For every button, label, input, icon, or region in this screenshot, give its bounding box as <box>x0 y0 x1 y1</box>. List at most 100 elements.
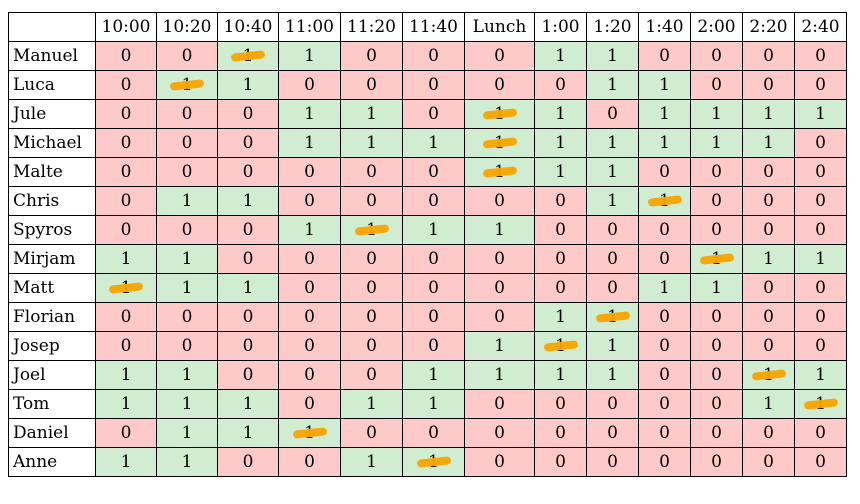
table-cell: 0 <box>95 157 157 187</box>
table-cell: 1 <box>278 215 341 245</box>
table-cell: 0 <box>340 157 403 187</box>
cell-value: 0 <box>304 307 315 327</box>
cell-value: 0 <box>711 394 722 414</box>
cell-value: 0 <box>555 423 566 443</box>
table-cell: 0 <box>534 186 587 216</box>
cell-value: 1 <box>659 278 670 298</box>
table-cell: 0 <box>402 41 465 71</box>
cell-value: 0 <box>763 307 774 327</box>
table-cell: 0 <box>690 389 743 419</box>
table-cell: 0 <box>217 302 279 332</box>
cell-value: 0 <box>711 307 722 327</box>
cell-value: 0 <box>120 423 132 443</box>
table-cell: 1 <box>402 447 465 477</box>
cell-value: 1 <box>242 394 254 414</box>
table-cell: 0 <box>95 186 157 216</box>
table-cell: 0 <box>794 273 847 303</box>
table-body: Manuel 0 0 1 1 0 0 0 1 1 0 0 0 0 Luca 0 1 1 0 0 0 0 0 1 1 0 0 0 Jule… <box>8 41 847 477</box>
cell-value: 1 <box>607 162 618 182</box>
table-cell: 0 <box>794 418 847 448</box>
table-cell: 1 <box>156 447 218 477</box>
table-cell: 0 <box>690 157 743 187</box>
cell-value: 0 <box>607 104 618 124</box>
table-cell: 0 <box>638 331 691 361</box>
cell-value: 1 <box>304 220 315 240</box>
table-cell: 0 <box>278 157 341 187</box>
cell-value: 0 <box>555 75 566 95</box>
row-name: Florian <box>8 302 96 332</box>
table-cell: 1 <box>156 418 218 448</box>
cell-value: 0 <box>763 278 774 298</box>
cell-value: 0 <box>659 365 670 385</box>
cell-value: 0 <box>181 336 193 356</box>
table-cell: 0 <box>278 389 341 419</box>
table-cell: 0 <box>690 70 743 100</box>
cell-value: 0 <box>659 162 670 182</box>
cell-value: 1 <box>607 336 618 356</box>
cell-value: 1 <box>815 394 826 414</box>
cell-value: 0 <box>366 191 377 211</box>
table-cell: 0 <box>742 70 795 100</box>
cell-value: 0 <box>181 133 193 153</box>
table-cell: 0 <box>278 186 341 216</box>
cell-value: 0 <box>659 249 670 269</box>
cell-value: 0 <box>242 249 254 269</box>
table-cell: 0 <box>638 244 691 274</box>
table-cell: 1 <box>278 99 341 129</box>
table-cell: 1 <box>742 360 795 390</box>
cell-value: 1 <box>494 220 505 240</box>
table-row: Michael 0 0 0 1 1 1 1 1 1 1 1 1 0 <box>8 128 847 158</box>
table-cell: 0 <box>278 244 341 274</box>
table-cell: 0 <box>402 273 465 303</box>
table-cell: 1 <box>156 244 218 274</box>
table-cell: 0 <box>402 99 465 129</box>
cell-value: 0 <box>494 394 505 414</box>
cell-value: 0 <box>181 307 193 327</box>
column-header: 10:20 <box>156 12 218 42</box>
table-cell: 1 <box>586 186 639 216</box>
cell-value: 1 <box>659 104 670 124</box>
table-cell: 0 <box>464 389 535 419</box>
cell-value: 1 <box>428 133 439 153</box>
row-name: Matt <box>8 273 96 303</box>
table-cell: 0 <box>534 389 587 419</box>
table-cell: 1 <box>586 70 639 100</box>
table-row: Malte 0 0 0 0 0 0 1 1 1 0 0 0 0 <box>8 157 847 187</box>
cell-value: 1 <box>711 249 722 269</box>
table-cell: 1 <box>534 302 587 332</box>
cell-value: 0 <box>304 365 315 385</box>
cell-value: 0 <box>242 162 254 182</box>
table-cell: 0 <box>464 186 535 216</box>
table-cell: 0 <box>690 302 743 332</box>
cell-value: 0 <box>815 191 826 211</box>
table-cell: 0 <box>402 70 465 100</box>
cell-value: 1 <box>242 423 254 443</box>
cell-value: 1 <box>181 423 193 443</box>
cell-value: 0 <box>366 249 377 269</box>
cell-value: 0 <box>763 75 774 95</box>
cell-value: 1 <box>428 452 439 472</box>
column-header: 10:00 <box>95 12 157 42</box>
cell-value: 1 <box>181 75 193 95</box>
table-cell: 1 <box>534 157 587 187</box>
cell-value: 1 <box>763 104 774 124</box>
cell-value: 1 <box>181 278 193 298</box>
cell-value: 0 <box>242 307 254 327</box>
cell-value: 0 <box>120 75 132 95</box>
table-cell: 0 <box>464 302 535 332</box>
table-cell: 0 <box>534 215 587 245</box>
cell-value: 1 <box>815 104 826 124</box>
table-row: Joel 1 1 0 0 0 1 1 1 1 0 0 1 1 <box>8 360 847 390</box>
cell-value: 0 <box>366 365 377 385</box>
table-cell: 0 <box>586 215 639 245</box>
table-cell: 0 <box>402 302 465 332</box>
column-header: 10:40 <box>217 12 279 42</box>
cell-value: 0 <box>120 191 132 211</box>
table-cell: 0 <box>794 186 847 216</box>
table-cell: 1 <box>156 273 218 303</box>
table-cell: 0 <box>95 331 157 361</box>
table-cell: 1 <box>690 99 743 129</box>
cell-value: 0 <box>494 307 505 327</box>
table-cell: 1 <box>742 389 795 419</box>
column-header: 11:40 <box>402 12 465 42</box>
